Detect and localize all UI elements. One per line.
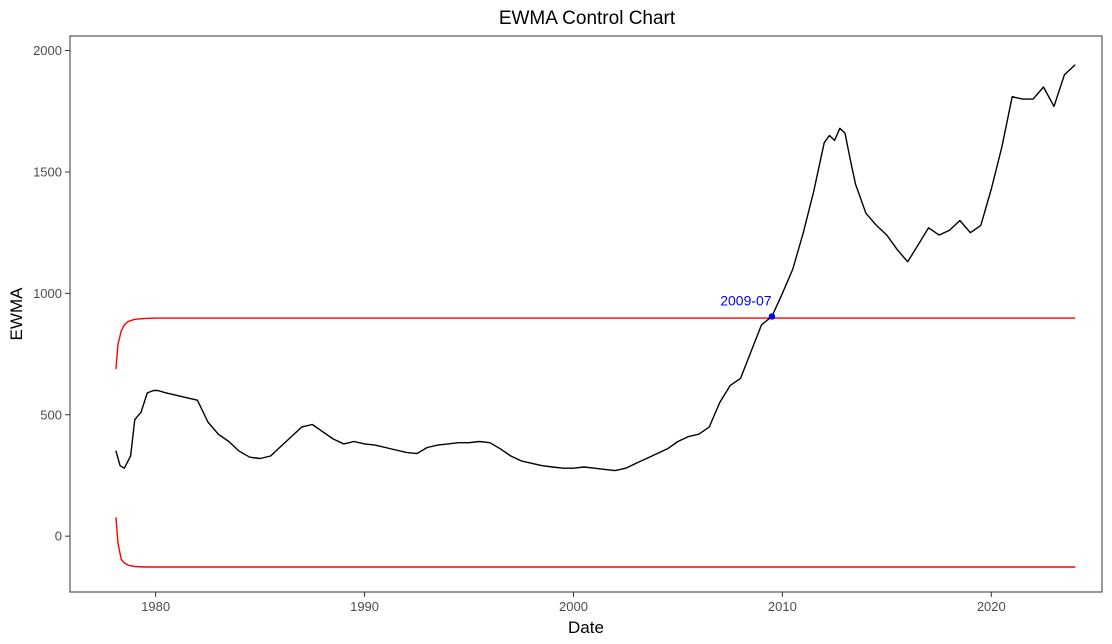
x-tick-label: 2000 (559, 599, 588, 614)
y-tick-label: 2000 (33, 43, 62, 58)
upper-control-limit-line (115, 317, 1076, 370)
y-axis-title: EWMA (7, 287, 26, 341)
y-tick-label: 0 (55, 529, 62, 544)
x-tick-label: 1990 (350, 599, 379, 614)
x-tick-label: 2020 (977, 599, 1006, 614)
y-tick-label: 1000 (33, 286, 62, 301)
y-tick-label: 500 (40, 407, 62, 422)
x-axis: 1980 1990 2000 2010 2020 (141, 592, 1006, 614)
annotations: 2009-07 (720, 292, 776, 320)
x-axis-title: Date (568, 618, 604, 637)
ewma-line-group (115, 64, 1076, 472)
signal-point (768, 313, 776, 320)
x-tick-label: 1980 (141, 599, 170, 614)
y-axis: 0 500 1000 1500 2000 (33, 43, 70, 544)
plot-panel (69, 35, 1103, 593)
y-tick-label: 1500 (33, 164, 62, 179)
ewma-line (115, 64, 1076, 472)
x-tick-label: 2010 (768, 599, 797, 614)
lower-control-limit-line (115, 517, 1076, 568)
chart-title: EWMA Control Chart (499, 8, 676, 29)
signal-point-label: 2009-07 (720, 292, 772, 308)
control-limit-lines (115, 317, 1076, 568)
